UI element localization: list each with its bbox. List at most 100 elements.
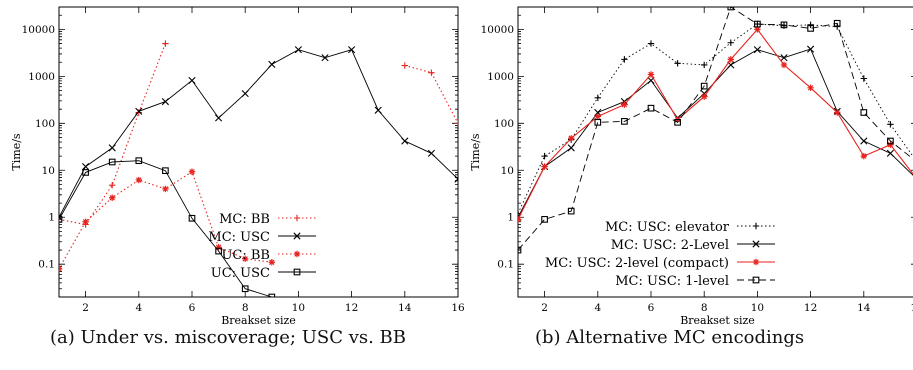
data-point [541,163,548,170]
data-point [647,71,655,78]
data-point [887,141,894,148]
data-point [647,40,655,47]
series-3 [518,26,913,223]
data-point [701,93,708,100]
data-point [241,89,249,98]
data-point [833,19,841,27]
data-point [188,76,196,84]
data-point [727,7,735,11]
chart-panel-b: 0.1 1 10 100 1000 10000 2 4 6 8 10 12 14 16 Breakset s… [469,6,913,327]
legend-label: MC: USC [208,230,270,245]
data-point [701,61,708,69]
data-point [268,259,275,266]
data-point [860,109,868,116]
data-point [807,25,814,32]
legend-label: UC: BB [221,248,270,263]
data-point [321,54,329,62]
plot-area [518,7,913,254]
data-point [621,56,628,63]
data-point [428,69,435,76]
data-point [860,152,867,160]
data-point [268,60,276,68]
data-point [727,56,734,63]
plot-frame [517,6,913,298]
data-point [348,46,356,54]
data-point [135,107,143,115]
data-point [594,118,602,126]
legend-label: MC: USC: 2-Level [611,238,729,253]
x-axis: 2 4 6 8 10 12 14 16 [82,7,465,314]
legend-label: MC: USC: 1-level [615,274,729,289]
x-tick-label: 8 [701,302,708,314]
data-point [215,247,222,255]
data-point [860,137,868,145]
data-point [82,218,89,225]
data-point [754,20,761,28]
data-point [518,216,522,223]
series-2 [518,45,913,221]
series-1 [59,40,458,228]
data-point [594,94,601,101]
x-tick-label: 14 [398,302,412,314]
y-tick-label: 100 [494,118,514,130]
x-tick-label: 12 [804,302,817,314]
data-point [567,144,575,152]
data-point [727,39,734,46]
series-line [518,48,913,218]
data-point [135,176,142,184]
x-tick-label: 8 [242,302,249,314]
data-point [242,255,249,263]
legend-marker [293,214,301,222]
data-point [807,21,814,29]
data-point [454,120,458,127]
series-3 [59,168,275,272]
caption-b: (b) Alternative MC encodings [535,327,805,348]
data-point [401,137,409,145]
legend-marker [752,222,760,230]
plot-area [59,40,458,297]
legend-marker [752,258,760,266]
data-point [59,265,63,272]
data-point [541,216,548,223]
data-point [135,109,142,116]
data-point [241,285,249,293]
y-axis-label: Time/s [10,133,23,171]
series-line [59,49,458,218]
series-line [518,23,913,214]
y-tick-label: 1000 [487,71,514,83]
data-point [753,46,761,54]
x-tick-label: 2 [541,302,548,314]
series-line [518,7,913,251]
legend-label: MC: USC: 2-level (compact) [545,256,729,271]
y-axis-label: Time/s [469,133,482,171]
data-point [215,114,223,122]
data-point [780,54,788,62]
y-axis: 0.1 1 10 100 1000 10000 [481,6,913,298]
series-line [59,170,272,269]
data-point [647,104,655,112]
data-point [860,75,867,82]
data-point [162,40,169,47]
plot-frame [58,6,459,298]
series-4 [59,157,276,297]
x-tick-label: 6 [648,302,655,314]
data-point [188,214,196,222]
data-point [108,158,116,166]
data-point [268,293,276,297]
data-point [621,118,628,125]
data-point [401,62,408,69]
y-tick-label: 10 [42,165,55,177]
data-point [621,101,628,108]
data-point [700,82,708,90]
data-point [754,26,761,33]
data-point [807,45,815,53]
data-point [541,152,548,160]
data-point [780,61,788,69]
x-axis-label: Breakset size [680,314,755,327]
legend-label: MC: USC: elevator [605,220,730,235]
data-point [674,60,681,67]
data-point [135,157,143,165]
data-point [780,21,788,29]
data-point [518,246,522,254]
